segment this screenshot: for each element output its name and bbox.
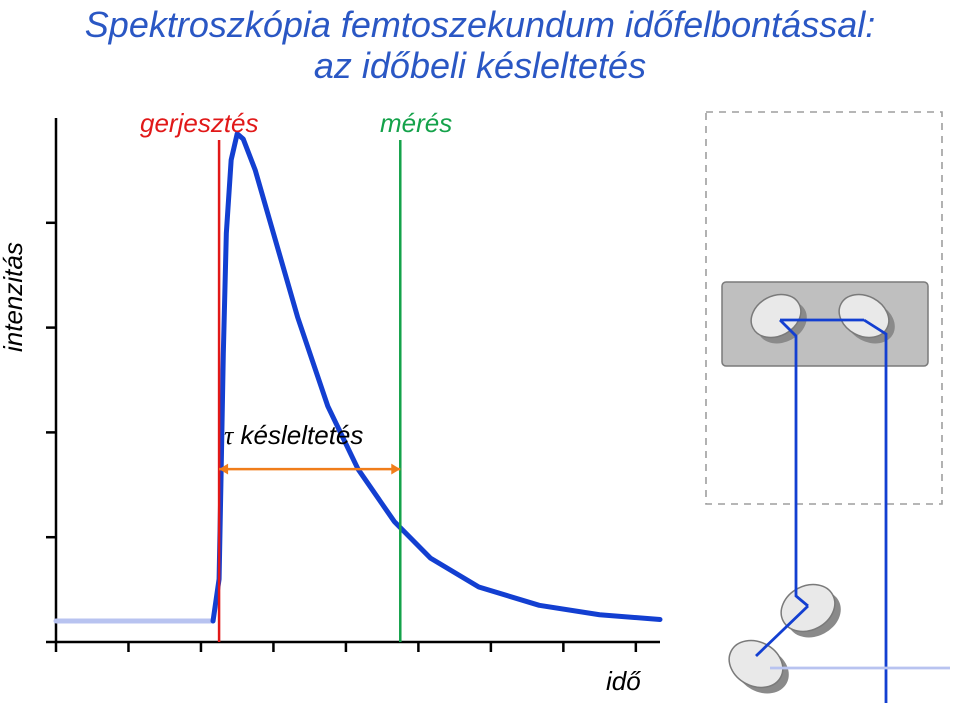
excitation-label: gerjesztés [140,108,259,139]
title-line-2: az időbeli késleltetés [0,45,960,86]
title-line-1: Spektroszkópia femtoszekundum időfelbont… [0,4,960,45]
delay-label: τ késleltetés [224,420,363,451]
optics-svg [700,108,950,703]
x-axis-label: idő [606,666,641,697]
probe-label: mérés [380,108,452,139]
tau-symbol: τ [224,421,233,450]
intensity-time-chart: intenzitás gerjesztés mérés τ késlelteté… [10,112,690,692]
delay-stage-schematic [700,108,950,703]
chart-svg [10,112,690,692]
page-title: Spektroszkópia femtoszekundum időfelbont… [0,0,960,87]
delay-label-text: késleltetés [241,420,364,450]
y-axis-label: intenzitás [0,242,29,352]
